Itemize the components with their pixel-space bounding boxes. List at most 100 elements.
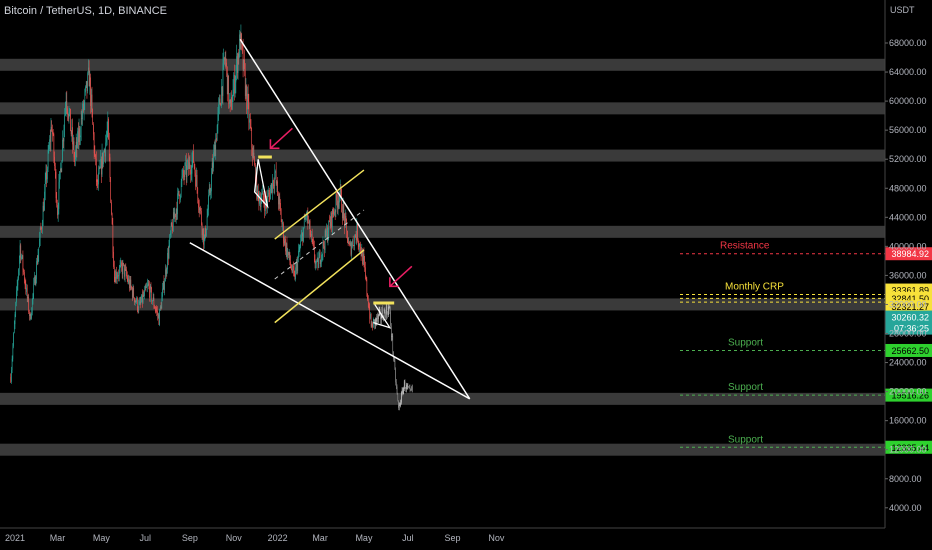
candle (355, 235, 356, 237)
candle (61, 160, 63, 173)
candle (403, 381, 405, 388)
candle (142, 294, 144, 303)
candle (248, 101, 250, 123)
candle (288, 252, 290, 256)
candle (211, 174, 212, 192)
candle (267, 195, 268, 207)
candle (180, 180, 182, 196)
candle (257, 186, 259, 194)
candle (347, 242, 349, 244)
candle (138, 304, 140, 311)
candle (229, 99, 230, 104)
candle (355, 236, 357, 240)
candle (124, 264, 125, 277)
candle (243, 59, 245, 70)
current-price-label-bg (885, 310, 932, 335)
candle (198, 207, 200, 211)
candle (253, 152, 255, 160)
candle (175, 209, 177, 218)
candle (380, 310, 381, 319)
candle (47, 168, 48, 180)
candle (407, 386, 409, 388)
candle (16, 290, 17, 303)
candle (242, 48, 244, 70)
candle (111, 202, 112, 214)
candle (273, 185, 275, 186)
candle (234, 82, 236, 94)
candle (254, 159, 255, 165)
candle (17, 278, 19, 286)
candle (313, 242, 314, 247)
candle (31, 299, 33, 313)
candle (390, 325, 392, 337)
candle (46, 171, 47, 180)
candle (47, 150, 49, 169)
candle (396, 382, 397, 387)
candle (133, 288, 135, 298)
candle (113, 251, 114, 267)
candle (144, 286, 146, 291)
candle (269, 194, 271, 200)
candle (293, 265, 294, 271)
candle (401, 393, 402, 403)
wedge-upper-line (239, 38, 471, 400)
candle (19, 245, 21, 258)
candle (403, 387, 404, 394)
candle (380, 317, 382, 319)
candle (208, 188, 210, 196)
candle (295, 267, 296, 280)
candle (400, 402, 401, 406)
candle (123, 263, 124, 265)
candle (326, 229, 327, 236)
candle (179, 195, 181, 200)
candle (120, 262, 122, 266)
candle (196, 175, 198, 189)
y-tick-label: 36000.00 (889, 270, 927, 280)
candle (378, 311, 380, 315)
candle (275, 171, 276, 173)
support-price-label-bg (885, 343, 932, 357)
candle (350, 242, 352, 255)
candle (278, 195, 279, 205)
candle (85, 81, 87, 87)
candle (218, 104, 219, 114)
candle (387, 312, 389, 316)
candle (72, 127, 73, 145)
candle (24, 272, 25, 281)
candle (324, 246, 325, 250)
support-resistance-zone (0, 443, 885, 456)
candle (406, 384, 408, 388)
candle (367, 299, 369, 307)
candle (305, 216, 306, 220)
candle (210, 191, 212, 193)
candle (188, 160, 189, 169)
candle (296, 262, 298, 271)
candle (351, 246, 353, 255)
candle (322, 241, 324, 254)
candle (212, 163, 214, 168)
candle (340, 186, 342, 193)
candle (45, 171, 47, 181)
candle (291, 269, 293, 272)
candle (86, 81, 88, 91)
candle (157, 310, 158, 316)
candle (314, 246, 315, 259)
candle (202, 228, 204, 236)
candle (201, 210, 202, 225)
candle (159, 309, 160, 325)
candle (54, 156, 55, 166)
candle (245, 85, 247, 96)
candle (373, 319, 374, 328)
candle (197, 188, 199, 201)
candle (44, 191, 45, 211)
candle (176, 209, 178, 215)
arrow-icon (389, 265, 413, 287)
candle (14, 314, 16, 325)
candle (162, 288, 163, 297)
candle (314, 258, 316, 265)
candle (360, 243, 361, 252)
candle (42, 225, 43, 229)
candle (29, 312, 30, 317)
candle (170, 233, 171, 236)
